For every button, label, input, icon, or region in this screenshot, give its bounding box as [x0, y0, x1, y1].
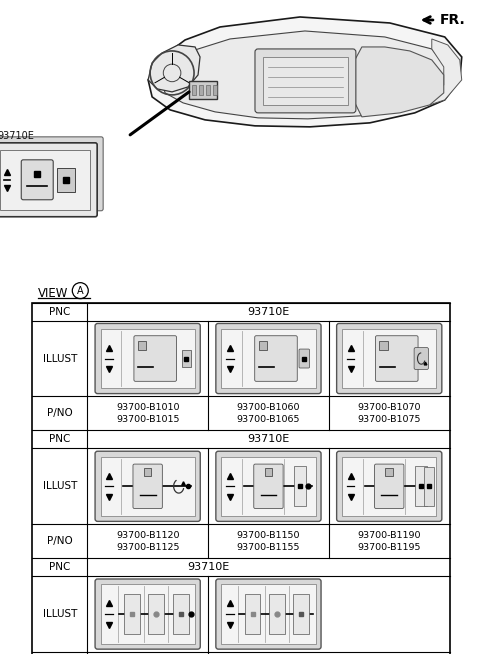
Bar [206, 85, 210, 95]
FancyBboxPatch shape [0, 137, 103, 211]
FancyBboxPatch shape [134, 336, 177, 381]
Bar [173, 594, 189, 634]
Text: 93710E: 93710E [0, 131, 34, 141]
FancyBboxPatch shape [374, 464, 404, 509]
Text: PNC: PNC [49, 562, 71, 572]
Bar [424, 468, 433, 506]
FancyBboxPatch shape [216, 451, 321, 521]
Text: FR.: FR. [440, 13, 466, 27]
Text: 93710E: 93710E [247, 307, 289, 317]
Bar [144, 468, 151, 475]
Text: A: A [77, 286, 84, 296]
FancyBboxPatch shape [95, 451, 200, 521]
Bar [294, 466, 306, 506]
Text: 93700-B1120: 93700-B1120 [116, 530, 180, 540]
Text: 93700-B1125: 93700-B1125 [116, 543, 180, 552]
Text: 93700-B1155: 93700-B1155 [237, 543, 300, 552]
Bar [342, 456, 436, 516]
Bar [32, 303, 450, 654]
Text: 93700-B1010: 93700-B1010 [116, 403, 180, 412]
Text: P/NO: P/NO [47, 409, 72, 419]
Bar [124, 594, 140, 634]
Bar [182, 350, 191, 367]
Polygon shape [148, 45, 200, 92]
Text: ILLUST: ILLUST [43, 481, 77, 491]
Bar [379, 341, 388, 350]
Text: 93700-B1065: 93700-B1065 [237, 415, 300, 424]
Bar [138, 341, 146, 350]
Text: 93700-B1070: 93700-B1070 [358, 403, 421, 412]
Polygon shape [430, 39, 462, 105]
Bar [199, 85, 203, 95]
Bar [221, 329, 315, 388]
Bar [415, 466, 427, 506]
Bar [385, 468, 393, 475]
FancyBboxPatch shape [95, 324, 200, 394]
Bar [293, 594, 309, 634]
Bar [148, 594, 164, 634]
Bar [269, 594, 285, 634]
FancyBboxPatch shape [21, 160, 53, 199]
Bar [100, 329, 195, 388]
Text: 93700-B1075: 93700-B1075 [358, 415, 421, 424]
Text: PNC: PNC [49, 307, 71, 317]
FancyBboxPatch shape [254, 464, 283, 509]
Bar [192, 85, 196, 95]
Bar [221, 585, 315, 644]
Bar [221, 456, 315, 516]
FancyBboxPatch shape [336, 324, 442, 394]
Text: 93710E: 93710E [187, 562, 229, 572]
FancyBboxPatch shape [336, 451, 442, 521]
Bar [100, 585, 195, 644]
FancyBboxPatch shape [375, 336, 418, 381]
FancyBboxPatch shape [414, 348, 429, 370]
FancyBboxPatch shape [95, 579, 200, 649]
FancyBboxPatch shape [255, 336, 297, 381]
Text: 93700-B1060: 93700-B1060 [237, 403, 300, 412]
FancyBboxPatch shape [216, 324, 321, 394]
Text: 93700-B1015: 93700-B1015 [116, 415, 180, 424]
Bar [100, 456, 195, 516]
FancyBboxPatch shape [133, 464, 162, 509]
Text: ILLUST: ILLUST [43, 609, 77, 619]
Bar [259, 341, 267, 350]
Bar [342, 329, 436, 388]
Text: 93700-B1190: 93700-B1190 [358, 530, 421, 540]
Bar [263, 57, 348, 105]
Bar [189, 81, 217, 99]
FancyBboxPatch shape [299, 349, 310, 368]
Text: 93710E: 93710E [247, 434, 289, 444]
Text: PNC: PNC [49, 434, 71, 444]
Bar [245, 594, 261, 634]
Bar [0, 150, 90, 210]
Bar [264, 468, 272, 475]
FancyBboxPatch shape [216, 579, 321, 649]
Polygon shape [355, 47, 444, 117]
Text: VIEW: VIEW [38, 286, 69, 300]
Text: ILLUST: ILLUST [43, 354, 77, 364]
Text: P/NO: P/NO [47, 536, 72, 546]
Text: 93700-B1195: 93700-B1195 [358, 543, 421, 552]
Text: 93700-B1150: 93700-B1150 [237, 530, 300, 540]
Polygon shape [162, 31, 446, 119]
FancyBboxPatch shape [255, 49, 356, 113]
Polygon shape [148, 17, 462, 127]
Bar [213, 85, 217, 95]
FancyBboxPatch shape [0, 143, 97, 216]
Bar [57, 168, 75, 192]
